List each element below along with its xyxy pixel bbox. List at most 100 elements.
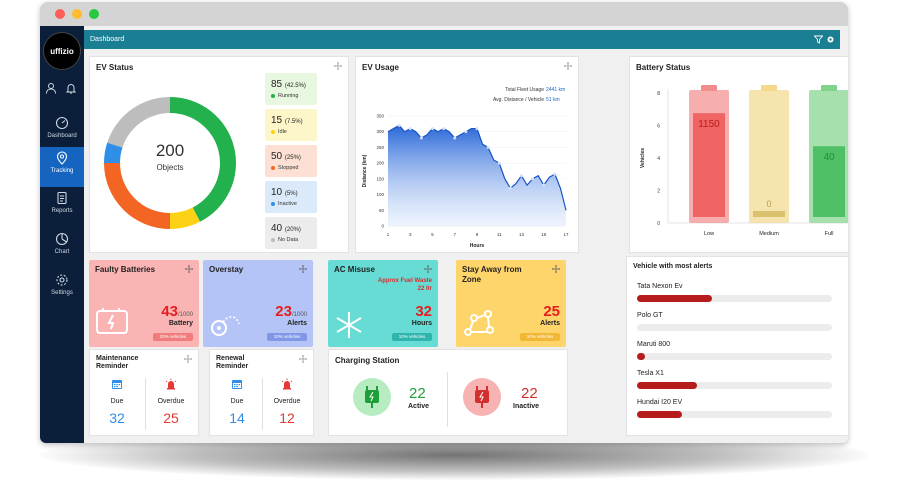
- tile-title: Overstay: [209, 265, 244, 274]
- brand-logo[interactable]: uffizio: [43, 32, 81, 70]
- alert-row[interactable]: Tata Nexon Ev50: [637, 283, 842, 311]
- avg-distance-label: Avg. Distance / Vehicle: [492, 97, 544, 103]
- usage-point[interactable]: [442, 127, 446, 131]
- sidebar-item-dashboard[interactable]: Dashboard: [40, 112, 84, 152]
- donut-slice-running[interactable]: [170, 97, 236, 222]
- usage-point[interactable]: [475, 127, 479, 131]
- usage-point[interactable]: [531, 177, 535, 181]
- fuel-waste-value: 22 ltr: [417, 286, 432, 292]
- ev-status-title: EV Status: [96, 63, 134, 72]
- ev-usage-title: EV Usage: [362, 63, 399, 72]
- route-nodes-icon: [464, 310, 494, 336]
- faulty-batteries-tile[interactable]: Faulty Batteries 43/1000 Battery 20% veh…: [89, 260, 199, 347]
- close-window-button[interactable]: [55, 9, 65, 19]
- due-column[interactable]: Due 14: [216, 377, 258, 426]
- page-header: Dashboard: [84, 30, 840, 49]
- status-idle[interactable]: 15 (7.5%) Idle: [265, 109, 317, 141]
- status-stopped[interactable]: 50 (25%) Stopped: [265, 145, 317, 177]
- fuel-waste-note: Approx Fuel Waste: [377, 278, 432, 284]
- overdue-column[interactable]: Overdue 12: [266, 377, 308, 426]
- usage-point[interactable]: [542, 183, 546, 187]
- status-running[interactable]: 85 (42.5%) Running: [265, 73, 317, 105]
- drag-handle-icon[interactable]: [184, 355, 192, 363]
- reminder-title: Maintenance Reminder: [96, 355, 139, 370]
- renewal-reminder-card: Renewal Reminder Due 14 Overdue 12: [209, 349, 314, 436]
- sidebar-top-icons: [40, 82, 84, 98]
- usage-point[interactable]: [431, 127, 434, 131]
- x-tick-label: 15: [541, 232, 547, 237]
- status-dot-icon: [271, 129, 275, 134]
- status-no-data[interactable]: 40 (20%) No Data: [265, 217, 317, 249]
- alert-row[interactable]: Hundai I20 EV30: [637, 399, 842, 427]
- stay-away-zone-tile[interactable]: Stay Away from Zone 25 Alerts 10% vehicl…: [456, 260, 566, 347]
- usage-point[interactable]: [397, 123, 401, 127]
- sidebar-item-tracking[interactable]: Tracking: [40, 147, 84, 187]
- donut-slice-stopped[interactable]: [104, 163, 170, 229]
- x-tick-label: 17: [563, 232, 569, 237]
- sidebar: uffizio Dashboard Tracking Reports Chart…: [40, 26, 84, 443]
- due-column[interactable]: Due 32: [96, 377, 138, 426]
- bell-icon[interactable]: [65, 82, 77, 94]
- alert-row[interactable]: Tesla X140: [637, 370, 842, 398]
- map-route-icon: [211, 316, 240, 336]
- alert-bar: [637, 411, 682, 418]
- usage-point[interactable]: [408, 127, 412, 131]
- app-window: uffizio Dashboard Tracking Reports Chart…: [40, 2, 848, 443]
- tile-title: Stay Away from Zone: [462, 265, 522, 284]
- y-tick-label: 6: [657, 124, 660, 130]
- charging-station-title: Charging Station: [335, 356, 400, 365]
- minimize-window-button[interactable]: [72, 9, 82, 19]
- sidebar-item-settings[interactable]: Settings: [40, 269, 84, 309]
- settings-icon[interactable]: [826, 35, 835, 44]
- usage-point[interactable]: [520, 174, 523, 178]
- donut-slice-inactive[interactable]: [104, 142, 123, 163]
- battery-category-label: Full: [825, 231, 834, 237]
- drag-handle-icon[interactable]: [552, 265, 560, 273]
- y-tick-label: 4: [657, 156, 660, 162]
- y-tick-label: 100: [376, 192, 384, 197]
- ac-misuse-tile[interactable]: AC Misuse Approx Fuel Waste 22 ltr 32 Hou…: [328, 260, 438, 347]
- usage-point[interactable]: [553, 172, 557, 176]
- ev-usage-card: EV Usage Total Fleet Usage 2441 km Avg. …: [355, 56, 579, 253]
- status-dot-icon: [271, 165, 275, 170]
- drag-handle-icon[interactable]: [424, 265, 432, 273]
- battery-fill-full[interactable]: [813, 146, 845, 217]
- alert-row[interactable]: Polo GT0: [637, 312, 842, 340]
- donut-slice-no-data[interactable]: [107, 97, 170, 148]
- status-inactive[interactable]: 10 (5%) Inactive: [265, 181, 317, 213]
- sidebar-item-reports[interactable]: Reports: [40, 187, 84, 227]
- overstay-tile[interactable]: Overstay 23/1000 Alerts 10% vehicles: [203, 260, 313, 347]
- speedometer-icon: [55, 116, 69, 130]
- alert-row[interactable]: Maruti 8005: [637, 341, 842, 369]
- maximize-window-button[interactable]: [89, 9, 99, 19]
- usage-point[interactable]: [464, 130, 468, 134]
- usage-point[interactable]: [453, 136, 457, 140]
- maintenance-reminder-card: Maintenance Reminder Due 32 Overdue 25: [89, 349, 199, 436]
- drag-handle-icon[interactable]: [299, 355, 307, 363]
- drag-handle-icon[interactable]: [299, 265, 307, 273]
- user-icon[interactable]: [45, 82, 57, 94]
- usage-point[interactable]: [508, 186, 512, 190]
- active-chargers-label: Active: [408, 403, 430, 410]
- vehicle-name: Polo GT: [637, 312, 663, 319]
- battery-fill-medium[interactable]: [753, 211, 785, 217]
- sidebar-item-chart[interactable]: Chart: [40, 228, 84, 268]
- alert-bar-track: [637, 382, 832, 389]
- filter-icon[interactable]: [814, 35, 823, 44]
- drag-handle-icon[interactable]: [334, 62, 342, 70]
- idle-pct: (7.5%): [284, 119, 303, 125]
- total-fleet-usage-value: 2441 km: [546, 87, 566, 93]
- usage-point[interactable]: [497, 161, 501, 165]
- donut-slice-idle[interactable]: [170, 207, 200, 229]
- sidebar-item-label: Dashboard: [47, 133, 77, 139]
- battery-fill-low[interactable]: [693, 113, 725, 217]
- vehicle-name: Tesla X1: [637, 370, 664, 377]
- sidebar-item-label: Chart: [54, 249, 70, 255]
- battery-value-label: 40: [823, 152, 835, 163]
- overdue-column[interactable]: Overdue 25: [150, 377, 192, 426]
- x-tick-label: 11: [497, 232, 502, 237]
- drag-handle-icon[interactable]: [564, 62, 572, 70]
- drag-handle-icon[interactable]: [185, 265, 193, 273]
- usage-point[interactable]: [486, 145, 490, 149]
- usage-point[interactable]: [419, 136, 423, 140]
